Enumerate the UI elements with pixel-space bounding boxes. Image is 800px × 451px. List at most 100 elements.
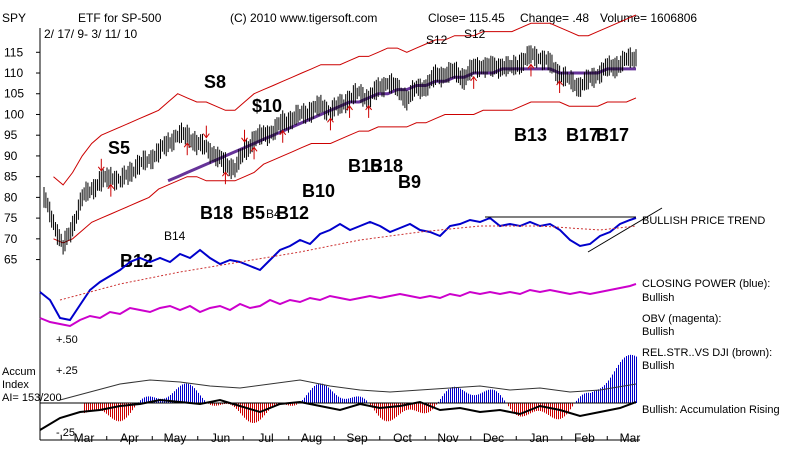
accum-bar	[390, 403, 391, 421]
month-label: Jan	[529, 431, 548, 445]
month-label: Sep	[346, 431, 368, 445]
accum-bar	[416, 403, 417, 412]
signal-label-small: B14	[164, 229, 186, 243]
accum-bar	[312, 387, 313, 403]
accum-bar	[220, 403, 221, 405]
accum-bar	[314, 386, 315, 403]
price-ticks: 115 110 105 100 95 90 85 80 75 70 65	[4, 45, 40, 267]
accum-bar	[450, 387, 451, 403]
accum-bar	[344, 398, 345, 403]
accum-ai: AI= 153/200	[2, 392, 62, 404]
accum-bar	[198, 392, 199, 403]
signal-arrowhead	[470, 76, 478, 82]
accum-bar	[362, 397, 363, 403]
obv-line	[39, 283, 637, 328]
accum-bar	[218, 403, 219, 406]
accum-bar	[114, 403, 115, 420]
accum-bar	[474, 395, 475, 403]
accum-bar	[628, 355, 629, 403]
signal-label: B15	[348, 156, 381, 176]
accum-bar	[496, 391, 497, 403]
accum-bar	[584, 393, 585, 403]
accum-bar	[516, 403, 517, 415]
accum-bar	[102, 403, 103, 412]
accum-bar	[274, 403, 275, 406]
accum-bar	[140, 400, 141, 403]
accum-bar	[494, 390, 495, 403]
accum-bar	[448, 389, 449, 403]
accum-bar	[434, 403, 435, 408]
month-label: Nov	[437, 431, 458, 445]
accum-bar	[524, 403, 525, 417]
accum-bar	[124, 403, 125, 420]
accum-bar	[170, 394, 171, 403]
accum-bar	[128, 403, 129, 416]
accum-bar	[572, 403, 573, 407]
accum-bar	[578, 398, 579, 403]
accum-bar	[100, 403, 101, 411]
accum-bar	[358, 396, 359, 403]
accum-bar	[130, 403, 131, 413]
accum-bar	[150, 396, 151, 403]
accum-bar	[532, 403, 533, 413]
accum-bar	[384, 403, 385, 421]
accum-bar	[340, 397, 341, 403]
accum-bar	[636, 356, 637, 403]
accum-level-25: +.25	[56, 365, 78, 377]
volume-value: Volume= 1606806	[600, 11, 697, 25]
accum-bar	[504, 400, 505, 403]
accum-bar	[404, 403, 405, 411]
accum-bar	[476, 394, 477, 403]
accum-bar	[440, 398, 441, 403]
rising-trend-line	[587, 207, 663, 253]
accum-bar	[126, 403, 127, 418]
price-tick-label: 80	[4, 190, 18, 204]
accum-bar	[558, 403, 559, 420]
accum-bar	[118, 403, 119, 422]
accum-bar	[414, 403, 415, 411]
accum-bar	[452, 387, 453, 403]
signal-arrowhead	[279, 129, 287, 136]
accum-bar	[336, 395, 337, 403]
accum-bar	[356, 396, 357, 403]
accum-bar	[104, 403, 105, 413]
accum-bar	[604, 385, 605, 403]
accum-bar	[132, 403, 133, 411]
signal-label: B17	[566, 125, 599, 145]
accum-bar	[354, 396, 355, 403]
signal-arrowhead	[222, 171, 229, 177]
accum-bar	[624, 357, 625, 403]
accum-bar	[564, 403, 565, 417]
accum-bar	[486, 390, 487, 403]
month-label: Aug	[301, 431, 322, 445]
accum-bar	[224, 403, 225, 405]
accum-bar	[110, 403, 111, 418]
accum-bar	[596, 390, 597, 403]
accum-bar	[396, 403, 397, 417]
accum-bar	[184, 383, 185, 403]
accum-bar	[338, 396, 339, 403]
accum-bar	[122, 403, 123, 421]
signal-label: B12	[276, 203, 309, 223]
accum-bar	[326, 385, 327, 403]
price-tick-label: 65	[4, 253, 18, 267]
accum-bar	[634, 355, 635, 403]
accum-bar	[388, 403, 389, 422]
accum-bar	[586, 392, 587, 403]
accum-bar	[188, 383, 189, 403]
signal-label: B9	[398, 172, 421, 192]
accum-bar	[392, 403, 393, 420]
accum-bar	[294, 403, 295, 406]
accum-ma-line	[59, 379, 637, 401]
right-label-rs-status: Bullish	[642, 360, 674, 372]
accum-bar	[346, 398, 347, 403]
month-label: Jul	[258, 431, 273, 445]
accum-bar	[318, 383, 319, 403]
signal-label: S5	[108, 138, 130, 158]
accum-bar	[436, 403, 437, 405]
accum-bar	[492, 389, 493, 403]
accum-bar	[602, 386, 603, 403]
price-tick-label: 95	[4, 128, 18, 142]
signal-label: B10	[302, 181, 335, 201]
accum-bar	[630, 354, 631, 403]
